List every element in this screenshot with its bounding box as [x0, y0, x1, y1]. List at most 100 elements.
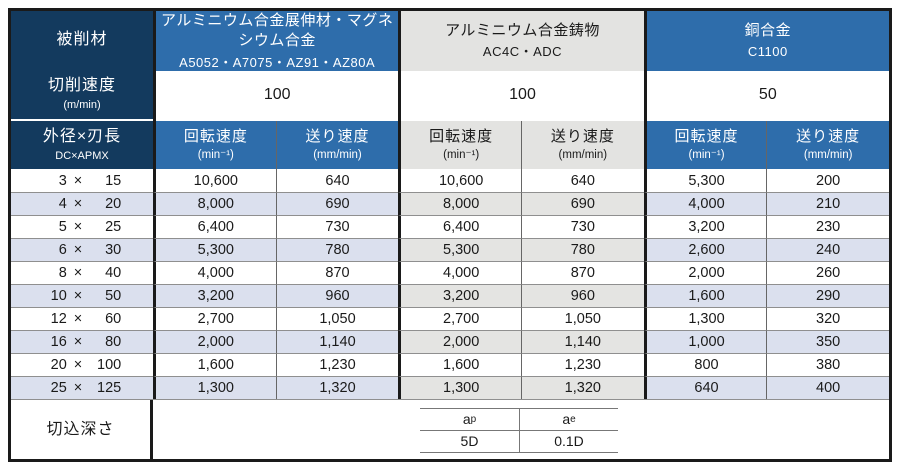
rotation-speed-cell: 5,300	[643, 169, 767, 192]
rotation-speed-cell: 2,000	[153, 330, 276, 353]
feed-rate-header: 送り速度 (mm/min)	[520, 121, 644, 169]
material-name: アルミニウム合金展伸材・マグネシウム合金	[160, 12, 394, 50]
feed-rate-cell: 1,320	[520, 376, 644, 399]
rotation-speed-cell: 800	[643, 353, 767, 376]
cutting-speed-value-cell: 50	[643, 69, 889, 121]
dc-apmx-cell: 16 × 80	[11, 330, 153, 353]
table-row: 25 × 125 1,300 1,320 1,300 1,320 640 400	[11, 376, 889, 399]
rotation-speed-cell: 8,000	[153, 192, 276, 215]
material-name: 銅合金	[744, 22, 792, 40]
rotation-speed-cell: 6,400	[398, 215, 521, 238]
feed-rate-cell: 1,320	[275, 376, 399, 399]
materials-header-row: 被削材 アルミニウム合金展伸材・マグネシウム合金 A5052・A7075・AZ9…	[11, 11, 889, 72]
rotation-speed-cell: 2,000	[643, 261, 767, 284]
rotation-speed-cell: 2,000	[398, 330, 521, 353]
rotation-speed-cell: 10,600	[153, 169, 276, 192]
cutting-speed-value-cell: 100	[398, 69, 643, 121]
ap-value: 5D	[460, 433, 479, 449]
rotation-speed-cell: 1,600	[398, 353, 521, 376]
feed-rate-cell: 730	[275, 215, 399, 238]
feed-rate-cell: 240	[766, 238, 889, 261]
feed-rate-cell: 1,230	[275, 353, 399, 376]
material-cast-aluminum-cell: アルミニウム合金鋳物 AC4C・ADC	[398, 11, 644, 72]
size-label: 外径×刃長	[42, 128, 122, 146]
feed-rate-cell: 400	[766, 376, 889, 399]
feed-rate-cell: 690	[275, 192, 399, 215]
feed-rate-header: 送り速度 (mm/min)	[275, 121, 399, 169]
table-row: 16 × 80 2,000 1,140 2,000 1,140 1,000 350	[11, 330, 889, 353]
rotation-speed-cell: 5,300	[398, 238, 521, 261]
feed-rate-cell: 230	[766, 215, 889, 238]
feed-rate-cell: 380	[766, 353, 889, 376]
ae-value: 0.1D	[519, 430, 618, 452]
cutting-conditions-table: 被削材 アルミニウム合金展伸材・マグネシウム合金 A5052・A7075・AZ9…	[8, 8, 892, 462]
rotation-speed-cell: 8,000	[398, 192, 521, 215]
dc-apmx-cell: 5 × 25	[11, 215, 153, 238]
feed-rate-cell: 210	[766, 192, 889, 215]
rotation-speed-cell: 4,000	[153, 261, 276, 284]
rotation-speed-header: 回転速度 (min⁻¹)	[643, 121, 767, 169]
rotation-speed-cell: 4,000	[398, 261, 521, 284]
feed-rate-cell: 1,230	[520, 353, 644, 376]
dc-apmx-cell: 6 × 30	[11, 238, 153, 261]
table-row: 20 × 100 1,600 1,230 1,600 1,230 800 380	[11, 353, 889, 376]
rotation-speed-cell: 2,700	[398, 307, 521, 330]
rotation-speed-cell: 2,700	[153, 307, 276, 330]
table-row: 6 × 30 5,300 780 5,300 780 2,600 240	[11, 238, 889, 261]
workpiece-header-cell: 被削材	[11, 11, 153, 72]
feed-rate-cell: 260	[766, 261, 889, 284]
cutting-speed-value-cell: 100	[153, 69, 398, 121]
rotation-speed-cell: 3,200	[153, 284, 276, 307]
ap-ae-value-row: 5D 0.1D	[420, 429, 618, 452]
rotation-speed-cell: 1,300	[643, 307, 767, 330]
table-row: 8 × 40 4,000 870 4,000 870 2,000 260	[11, 261, 889, 284]
rotation-speed-cell: 4,000	[643, 192, 767, 215]
feed-rate-cell: 320	[766, 307, 889, 330]
workpiece-label: 被削材	[56, 31, 108, 49]
feed-rate-cell: 1,140	[275, 330, 399, 353]
feed-rate-cell: 870	[520, 261, 644, 284]
material-copper-alloy-cell: 銅合金 C1100	[643, 11, 889, 72]
material-wrought-aluminum-cell: アルミニウム合金展伸材・マグネシウム合金 A5052・A7075・AZ91・AZ…	[153, 11, 399, 72]
feed-rate-cell: 200	[766, 169, 889, 192]
cutting-speed-label: 切削速度	[47, 77, 116, 95]
rotation-speed-cell: 640	[643, 376, 767, 399]
dc-apmx-cell: 25 × 125	[11, 376, 153, 399]
rotation-speed-header: 回転速度 (min⁻¹)	[153, 121, 276, 169]
table-row: 12 × 60 2,700 1,050 2,700 1,050 1,300 320	[11, 307, 889, 330]
feed-rate-cell: 640	[275, 169, 399, 192]
cutting-speed-unit: (m/min)	[63, 98, 101, 111]
rotation-speed-cell: 10,600	[398, 169, 521, 192]
feed-rate-header: 送り速度 (mm/min)	[766, 121, 889, 169]
depth-of-cut-label-cell: 切込深さ	[11, 400, 153, 460]
table-row: 3 × 15 10,600 640 10,600 640 5,300 200	[11, 169, 889, 192]
rotation-speed-cell: 1,600	[153, 353, 276, 376]
rotation-speed-cell: 2,600	[643, 238, 767, 261]
dc-apmx-cell: 20 × 100	[11, 353, 153, 376]
rotation-speed-cell: 5,300	[153, 238, 276, 261]
dc-apmx-cell: 12 × 60	[11, 307, 153, 330]
feed-rate-cell: 730	[520, 215, 644, 238]
feed-rate-cell: 780	[520, 238, 644, 261]
depth-of-cut-label: 切込深さ	[46, 421, 115, 439]
rotation-speed-cell: 1,300	[398, 376, 521, 399]
feed-rate-cell: 960	[275, 284, 399, 307]
rotation-speed-cell: 1,600	[643, 284, 767, 307]
rotation-speed-cell: 1,000	[643, 330, 767, 353]
data-rows: 3 × 15 10,600 640 10,600 640 5,300 200 4 × 2…	[11, 169, 889, 399]
feed-rate-cell: 870	[275, 261, 399, 284]
rotation-speed-cell: 6,400	[153, 215, 276, 238]
table-row: 10 × 50 3,200 960 3,200 960 1,600 290	[11, 284, 889, 307]
rotation-speed-cell: 3,200	[398, 284, 521, 307]
feed-rate-cell: 350	[766, 330, 889, 353]
feed-rate-cell: 780	[275, 238, 399, 261]
material-grades: AC4C・ADC	[482, 44, 563, 60]
feed-rate-cell: 960	[520, 284, 644, 307]
table-row: 5 × 25 6,400 730 6,400 730 3,200 230	[11, 215, 889, 238]
